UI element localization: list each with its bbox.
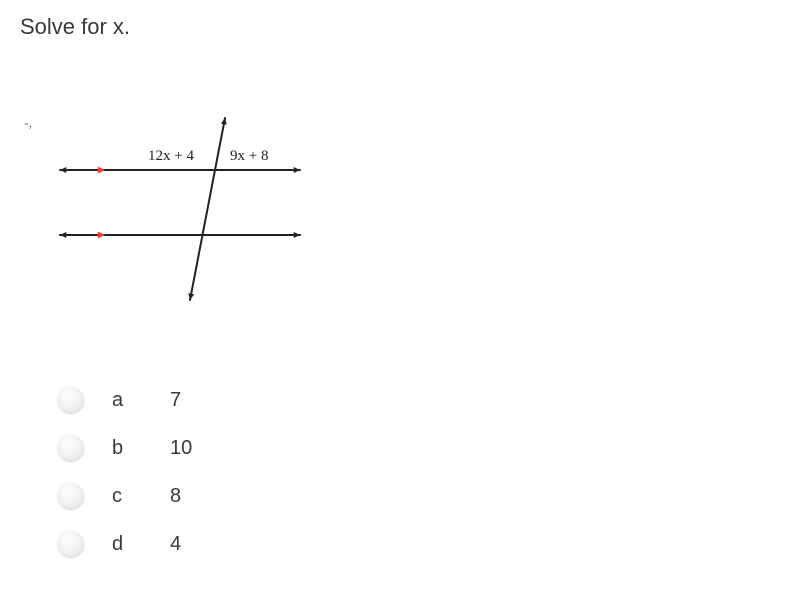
radio-icon[interactable] (58, 531, 84, 557)
answer-option[interactable]: a 7 (58, 376, 192, 424)
angle-label-right: 9x + 8 (230, 148, 268, 165)
answer-list: a 7 b 10 c 8 d 4 (58, 376, 192, 568)
question-title: Solve for x. (20, 14, 130, 40)
geometry-diagram: 12x + 4 9x + 8 (40, 110, 320, 320)
question-page: Solve for x. -, 12x + 4 9x + 8 a 7 b 10 … (0, 0, 800, 607)
radio-icon[interactable] (58, 435, 84, 461)
answer-option[interactable]: b 10 (58, 424, 192, 472)
option-value: 10 (170, 437, 192, 460)
subscript-mark: -, (24, 116, 32, 132)
answer-option[interactable]: c 8 (58, 472, 192, 520)
answer-option[interactable]: d 4 (58, 520, 192, 568)
angle-label-left: 12x + 4 (148, 148, 194, 165)
radio-icon[interactable] (58, 387, 84, 413)
option-value: 8 (170, 485, 181, 508)
option-letter: b (112, 437, 152, 460)
diagram-svg (40, 110, 320, 310)
option-value: 7 (170, 389, 181, 412)
option-letter: a (112, 389, 152, 412)
radio-icon[interactable] (58, 483, 84, 509)
option-value: 4 (170, 533, 181, 556)
option-letter: c (112, 485, 152, 508)
option-letter: d (112, 533, 152, 556)
